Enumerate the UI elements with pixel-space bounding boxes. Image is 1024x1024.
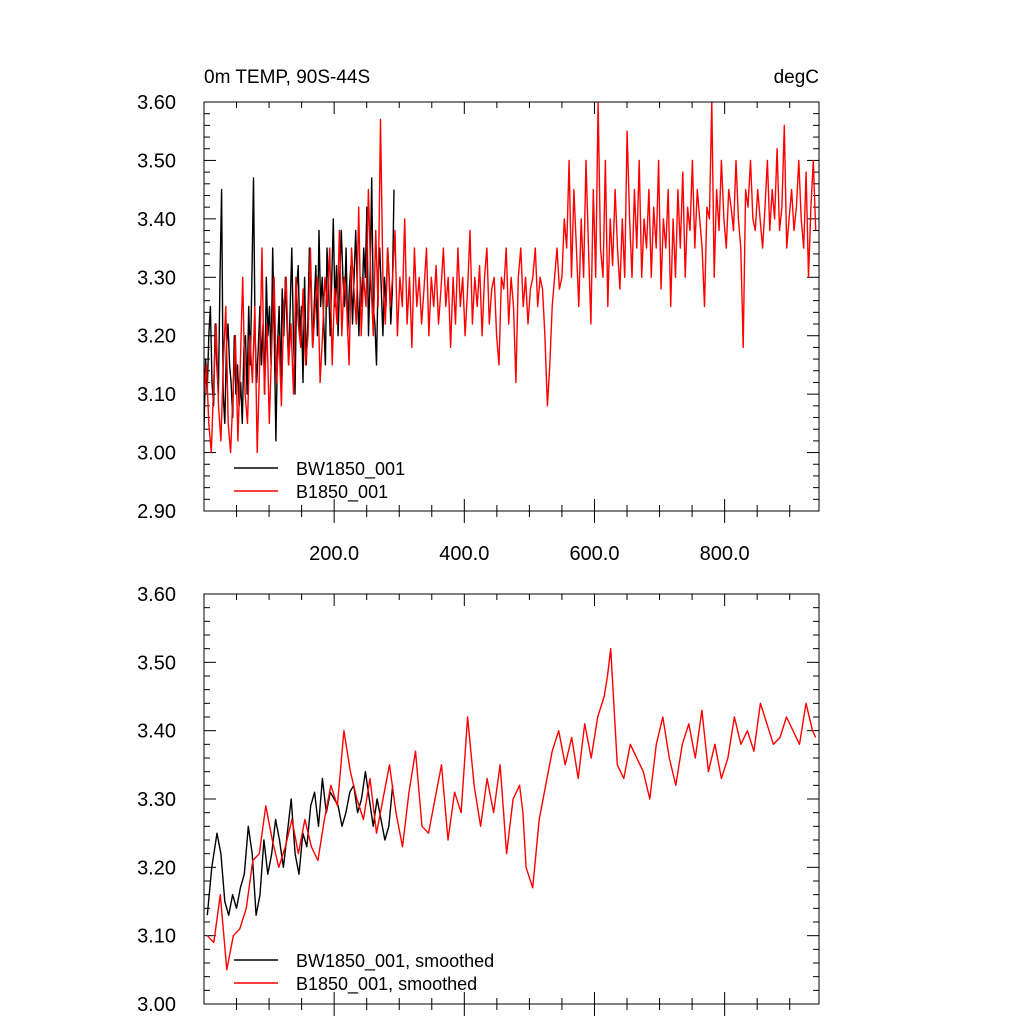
top-plot-frame — [203, 101, 820, 512]
top-legend-label-b: B1850_001 — [296, 482, 388, 503]
top-x-tick-label: 200.0 — [309, 543, 359, 565]
bottom-series-group — [206, 648, 817, 971]
top-title-right: degC — [774, 67, 819, 88]
top-x-tick-label: 800.0 — [700, 543, 750, 565]
top-title-left: 0m TEMP, 90S-44S — [204, 67, 370, 88]
top-y-tick-label: 2.90 — [137, 501, 176, 523]
top-y-tick-label: 3.10 — [137, 384, 176, 406]
top-legend: BW1850_001 B1850_001 — [234, 459, 405, 503]
bottom-y-tick-label: 3.10 — [137, 926, 176, 948]
bottom-legend-label-b: B1850_001, smoothed — [296, 974, 477, 995]
bottom-y-tick-label: 3.30 — [137, 789, 176, 811]
bottom-series-b1850-line — [206, 648, 817, 971]
bottom-y-tick-label: 3.60 — [137, 584, 176, 606]
bottom-axis-ticks: 3.00 3.10 3.20 3.30 3.40 3.50 3.60 — [137, 584, 819, 1016]
bottom-series-bw1850-line — [206, 771, 394, 916]
top-panel: 0m TEMP, 90S-44S degC 2.90 3.00 3.10 3.20 3.… — [137, 67, 820, 565]
bottom-y-tick-label: 3.20 — [137, 857, 176, 879]
bottom-y-tick-label: 3.00 — [137, 994, 176, 1016]
top-y-tick-label: 3.50 — [137, 150, 176, 172]
bottom-panel: 3.00 3.10 3.20 3.30 3.40 3.50 3.60 BW1850_001,… — [137, 584, 820, 1016]
top-x-tick-label: 600.0 — [569, 543, 619, 565]
bottom-y-tick-label: 3.50 — [137, 652, 176, 674]
top-series-b1850-line — [204, 102, 817, 454]
top-axis-ticks: 2.90 3.00 3.10 3.20 3.30 3.40 3.50 3.60 200.0 400… — [137, 92, 819, 565]
top-series-group — [204, 102, 817, 454]
top-y-tick-label: 3.20 — [137, 326, 176, 348]
bottom-legend: BW1850_001, smoothed B1850_001, smoothed — [234, 951, 494, 995]
top-y-tick-label: 3.60 — [137, 92, 176, 114]
bottom-y-tick-label: 3.40 — [137, 721, 176, 743]
top-y-tick-label: 3.40 — [137, 209, 176, 231]
top-y-tick-label: 3.00 — [137, 443, 176, 465]
top-y-tick-label: 3.30 — [137, 267, 176, 289]
bottom-legend-label-bw: BW1850_001, smoothed — [296, 951, 494, 972]
bottom-plot-frame — [203, 593, 820, 1005]
top-x-tick-label: 400.0 — [439, 543, 489, 565]
top-legend-label-bw: BW1850_001 — [296, 459, 405, 480]
